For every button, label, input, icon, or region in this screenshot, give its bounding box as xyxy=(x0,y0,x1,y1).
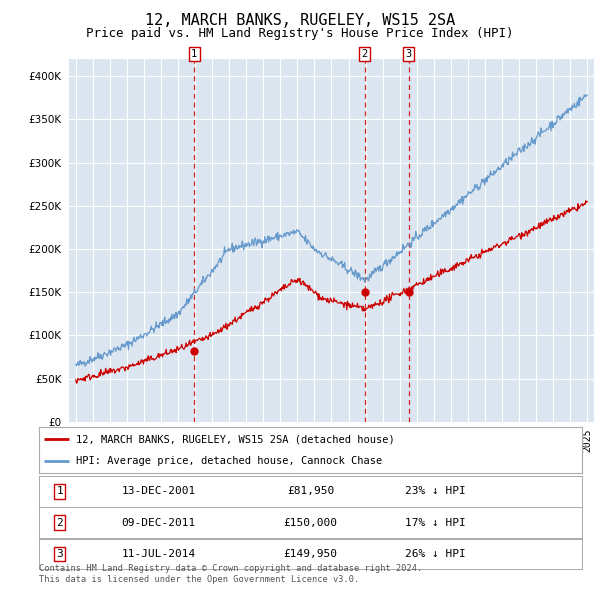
Text: Price paid vs. HM Land Registry's House Price Index (HPI): Price paid vs. HM Land Registry's House … xyxy=(86,27,514,40)
Text: 23% ↓ HPI: 23% ↓ HPI xyxy=(405,487,466,496)
Text: 11-JUL-2014: 11-JUL-2014 xyxy=(121,549,196,559)
Text: This data is licensed under the Open Government Licence v3.0.: This data is licensed under the Open Gov… xyxy=(39,575,359,584)
Text: 09-DEC-2011: 09-DEC-2011 xyxy=(121,518,196,527)
Text: 2: 2 xyxy=(361,49,368,59)
Text: £150,000: £150,000 xyxy=(284,518,337,527)
Text: 2: 2 xyxy=(56,518,63,527)
Text: 3: 3 xyxy=(406,49,412,59)
Text: £81,950: £81,950 xyxy=(287,487,334,496)
Text: Contains HM Land Registry data © Crown copyright and database right 2024.: Contains HM Land Registry data © Crown c… xyxy=(39,565,422,573)
Text: £149,950: £149,950 xyxy=(284,549,337,559)
Text: 26% ↓ HPI: 26% ↓ HPI xyxy=(405,549,466,559)
Text: 17% ↓ HPI: 17% ↓ HPI xyxy=(405,518,466,527)
Text: 1: 1 xyxy=(56,487,63,496)
Text: 12, MARCH BANKS, RUGELEY, WS15 2SA (detached house): 12, MARCH BANKS, RUGELEY, WS15 2SA (deta… xyxy=(76,434,395,444)
Text: 1: 1 xyxy=(191,49,197,59)
Text: 13-DEC-2001: 13-DEC-2001 xyxy=(121,487,196,496)
Text: 3: 3 xyxy=(56,549,63,559)
Text: 12, MARCH BANKS, RUGELEY, WS15 2SA: 12, MARCH BANKS, RUGELEY, WS15 2SA xyxy=(145,13,455,28)
Text: HPI: Average price, detached house, Cannock Chase: HPI: Average price, detached house, Cann… xyxy=(76,456,382,466)
